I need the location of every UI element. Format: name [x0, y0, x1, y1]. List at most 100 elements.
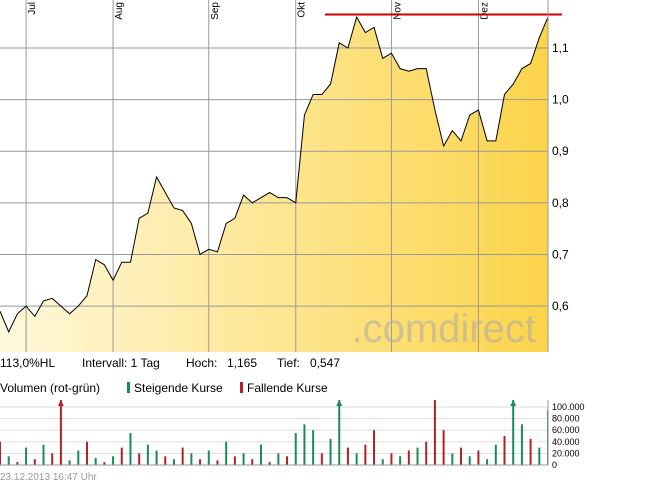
- x-tick-label: Jul: [27, 2, 38, 15]
- volume-bar: [312, 430, 315, 465]
- legend-down: Fallende Kurse: [247, 381, 328, 395]
- y-tick-label: 0,7: [552, 247, 569, 261]
- volume-bar: [451, 453, 454, 465]
- low-value: 0,547: [310, 356, 340, 370]
- volume-bar: [155, 450, 158, 465]
- volume-bar: [538, 447, 541, 465]
- high-label: Hoch:: [186, 356, 217, 370]
- volume-bar: [503, 435, 506, 465]
- volume-bar: [251, 459, 254, 465]
- volume-bar: [364, 444, 367, 465]
- y-tick-label: 0: [552, 460, 557, 470]
- volume-bar: [16, 462, 19, 465]
- legend-swatch: [127, 382, 130, 393]
- volume-bar: [233, 456, 236, 465]
- y-tick-label: 1,1: [552, 41, 569, 55]
- volume-bar: [433, 400, 436, 465]
- volume-bar: [33, 459, 36, 465]
- volume-bar: [68, 460, 71, 465]
- volume-bar: [286, 456, 289, 465]
- volume-bar: [303, 424, 306, 465]
- volume-bar: [520, 424, 523, 465]
- volume-bar: [529, 438, 532, 465]
- volume-bar: [172, 459, 175, 465]
- volume-bar: [416, 447, 419, 465]
- volume-bar: [399, 456, 402, 465]
- volume-bar: [77, 450, 80, 465]
- volume-bar: [146, 444, 149, 465]
- volume-bar: [460, 447, 463, 465]
- volume-bar: [477, 450, 480, 465]
- volume-bar: [390, 453, 393, 465]
- volume-bar: [42, 444, 45, 465]
- volume-bar: [7, 456, 10, 465]
- volume-bar: [338, 400, 341, 465]
- overflow-arrow: [510, 400, 517, 406]
- volume-bars: [0, 400, 548, 465]
- volume-bar: [181, 447, 184, 465]
- volume-bar: [355, 453, 358, 465]
- overflow-arrow: [336, 400, 343, 406]
- x-tick-label: Okt: [297, 2, 308, 18]
- volume-bar: [381, 459, 384, 465]
- y-tick-label: 0,6: [552, 299, 569, 313]
- range-label: 113,0%HL: [0, 356, 55, 370]
- x-tick-label: Sep: [210, 2, 221, 20]
- volume-bar: [225, 441, 228, 465]
- low-label: Tief:: [277, 356, 300, 370]
- volume-bar: [442, 430, 445, 465]
- volume-bar: [59, 400, 62, 465]
- y-tick-label: 1,0: [552, 93, 569, 107]
- volume-bar: [25, 447, 28, 465]
- y-tick-label: 80.000: [552, 414, 580, 424]
- volume-bar: [199, 459, 202, 465]
- volume-bar: [112, 456, 115, 465]
- x-tick-label: Dez: [479, 2, 490, 20]
- volume-bar: [277, 453, 280, 465]
- volume-bar: [512, 400, 515, 465]
- volume-bar: [329, 438, 332, 465]
- volume-bar: [190, 453, 193, 465]
- volume-bar: [268, 462, 271, 465]
- x-tick-label: Nov: [392, 2, 403, 20]
- volume-bar: [51, 453, 54, 465]
- volume-bar: [373, 430, 376, 465]
- volume-bar: [486, 459, 489, 465]
- volume-bar: [346, 447, 349, 465]
- legend-up: Steigende Kurse: [134, 381, 223, 395]
- volume-bar: [103, 462, 106, 465]
- volume-bar: [207, 450, 210, 465]
- x-tick-label: Aug: [114, 2, 125, 20]
- legend-swatch: [240, 382, 243, 393]
- high-value: 1,165: [227, 356, 257, 370]
- y-tick-label: 40.000: [552, 437, 580, 447]
- volume-bar: [468, 456, 471, 465]
- volume-bar: [425, 441, 428, 465]
- y-tick-label: 0,8: [552, 196, 569, 210]
- volume-bar: [242, 453, 245, 465]
- volume-bar: [320, 453, 323, 465]
- volume-bar: [407, 450, 410, 465]
- overflow-arrow: [57, 400, 64, 406]
- watermark: .comdirect: [352, 307, 537, 351]
- footer: 23.12.2013 16:47 Uhr: [0, 472, 97, 483]
- volume-bar: [138, 453, 141, 465]
- volume-bar: [259, 444, 262, 465]
- volume-title: Volumen (rot-grün): [0, 381, 100, 395]
- volume-bar: [129, 433, 132, 465]
- area-fill: [0, 17, 548, 353]
- volume-bar: [120, 447, 123, 465]
- volume-bar: [164, 456, 167, 465]
- volume-bar: [94, 458, 97, 465]
- y-tick-label: 60.000: [552, 425, 580, 435]
- interval: Intervall: 1 Tag: [82, 356, 160, 370]
- y-tick-label: 100.000: [552, 402, 585, 412]
- volume-bar: [85, 441, 88, 465]
- y-tick-label: 20.000: [552, 448, 580, 458]
- y-tick-label: 0,9: [552, 144, 569, 158]
- volume-bar: [0, 441, 1, 465]
- volume-bar: [294, 433, 297, 465]
- volume-bar: [494, 444, 497, 465]
- price-line: [0, 15, 549, 334]
